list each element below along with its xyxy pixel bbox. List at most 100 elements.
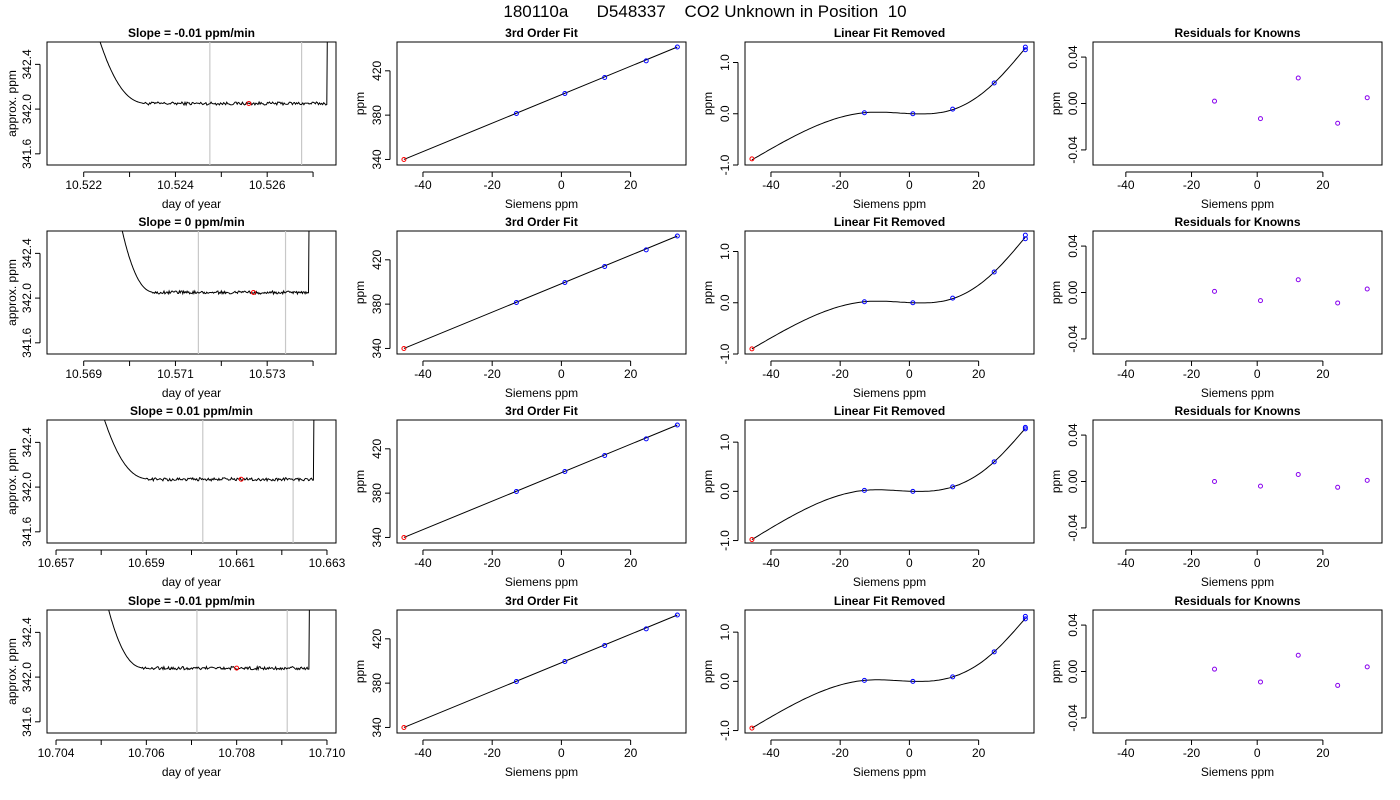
y-axis-title: approx. ppm — [5, 259, 19, 326]
panel-grid: Slope = -0.01 ppm/min 10.522 10.524 10.526 d… — [5, 26, 1383, 779]
x-tick-label: 20 — [624, 746, 638, 760]
x-tick-label: -40 — [1117, 556, 1135, 570]
y-axis-title: ppm — [353, 281, 367, 304]
y-tick-label: -0.04 — [1066, 136, 1080, 164]
panel-residuals-row2: Residuals for Knowns -40 -20 0 20 Siemens ppm… — [1049, 215, 1383, 400]
residual-point — [1212, 98, 1218, 104]
known-point — [861, 110, 867, 116]
y-tick-label: -0.04 — [1066, 514, 1080, 542]
residual-point — [1335, 682, 1341, 688]
y-tick-label: 0.04 — [1066, 423, 1080, 447]
plot-frame — [46, 609, 337, 734]
fit-line — [403, 235, 678, 349]
y-tick-label: 342.4 — [20, 238, 34, 268]
residual-point — [1295, 652, 1301, 658]
x-tick-label: 10.657 — [38, 556, 75, 570]
x-tick-label: 10.524 — [157, 178, 194, 192]
known-point — [562, 659, 568, 665]
plot-frame — [396, 41, 687, 166]
x-axis-title: Siemens ppm — [1201, 197, 1274, 211]
y-tick-label: 342.0 — [20, 662, 34, 692]
y-tick-label: -1.0 — [718, 154, 732, 175]
x-tick-label: -20 — [832, 556, 850, 570]
known-point — [861, 487, 867, 493]
x-tick-label: -40 — [762, 178, 780, 192]
panel-title: 3rd Order Fit — [505, 594, 578, 608]
known-point — [910, 111, 916, 117]
known-point — [513, 488, 519, 494]
panel-title: Linear Fit Removed — [834, 26, 945, 40]
plot-frame — [744, 609, 1035, 734]
x-tick-label: 0 — [558, 746, 565, 760]
x-tick-label: 10.661 — [218, 556, 255, 570]
x-tick-label: 0 — [906, 367, 913, 381]
x-tick-label: 10.526 — [249, 178, 286, 192]
unknown-point — [401, 156, 407, 162]
known-point — [602, 642, 608, 648]
x-axis-title: Siemens ppm — [505, 765, 578, 779]
y-tick-label: 341.6 — [20, 327, 34, 357]
x-tick-label: 10.710 — [309, 746, 346, 760]
known-point — [991, 269, 997, 275]
panel-fit-row3: 3rd Order Fit -40 -20 0 20 Siemens ppm 340 380 4… — [353, 404, 687, 589]
x-tick-label: 10.573 — [249, 367, 286, 381]
residual-curve — [751, 236, 1026, 350]
x-tick-label: 10.708 — [218, 746, 255, 760]
y-axis-title: ppm — [1049, 660, 1063, 683]
plot-area — [1212, 652, 1370, 688]
x-tick-label: 10.522 — [65, 178, 102, 192]
x-tick-label: 10.569 — [65, 367, 102, 381]
x-tick-label: 0 — [1254, 178, 1261, 192]
plot-area — [401, 233, 680, 351]
plot-area — [1212, 472, 1370, 490]
plot-area — [749, 44, 1028, 162]
panel-title: 3rd Order Fit — [505, 404, 578, 418]
y-tick-label: 340 — [370, 717, 384, 737]
y-axis-title: ppm — [353, 660, 367, 683]
plot-area — [749, 613, 1028, 731]
x-axis-title: Siemens ppm — [505, 386, 578, 400]
y-axis-title: ppm — [701, 92, 715, 115]
plot-frame — [744, 230, 1035, 355]
known-point — [602, 263, 608, 269]
x-tick-label: 10.663 — [309, 556, 346, 570]
residual-point — [1364, 664, 1370, 670]
x-tick-label: -20 — [484, 556, 502, 570]
x-tick-label: -40 — [414, 556, 432, 570]
x-tick-label: 20 — [972, 178, 986, 192]
x-tick-label: -40 — [762, 367, 780, 381]
known-point — [1022, 44, 1028, 50]
y-tick-label: 380 — [370, 105, 384, 125]
panel-title: Slope = 0 ppm/min — [138, 215, 244, 229]
residual-point — [1364, 286, 1370, 292]
plot-frame — [396, 609, 687, 734]
x-tick-label: 0 — [1254, 556, 1261, 570]
x-axis-title: Siemens ppm — [505, 575, 578, 589]
y-tick-label: 0.00 — [1066, 659, 1080, 683]
panel-fit-row1: 3rd Order Fit -40 -20 0 20 Siemens ppm 340 380 4… — [353, 26, 687, 211]
x-tick-label: -40 — [762, 746, 780, 760]
plot-area — [1212, 75, 1370, 126]
y-tick-label: 0.00 — [1066, 91, 1080, 115]
plot-area — [108, 610, 310, 733]
plot-frame — [744, 419, 1035, 544]
plot-area — [104, 420, 315, 543]
panel-trace-row2: Slope = 0 ppm/min 10.569 10.571 10.573 day o… — [5, 215, 337, 400]
concentration-trace — [99, 42, 328, 107]
known-point — [643, 58, 649, 64]
y-axis-title: approx. ppm — [5, 448, 19, 515]
x-axis-title: day of year — [162, 765, 221, 779]
panel-trace-row1: Slope = -0.01 ppm/min 10.522 10.524 10.526 d… — [5, 26, 337, 211]
sample-mean-marker — [234, 665, 240, 671]
panel-fit-row2: 3rd Order Fit -40 -20 0 20 Siemens ppm 340 380 4… — [353, 215, 687, 400]
x-tick-label: 20 — [972, 746, 986, 760]
panel-linear_removed-row2: Linear Fit Removed -40 -20 0 20 Siemens ppm -1… — [701, 215, 1035, 400]
known-point — [513, 678, 519, 684]
known-point — [674, 422, 680, 428]
figure-title: 180110a D548337 CO2 Unknown in Position … — [503, 2, 906, 21]
known-point — [513, 299, 519, 305]
panel-title: Slope = 0.01 ppm/min — [130, 404, 253, 418]
panel-linear_removed-row4: Linear Fit Removed -40 -20 0 20 Siemens ppm -1… — [701, 594, 1035, 779]
y-tick-label: 340 — [370, 149, 384, 169]
